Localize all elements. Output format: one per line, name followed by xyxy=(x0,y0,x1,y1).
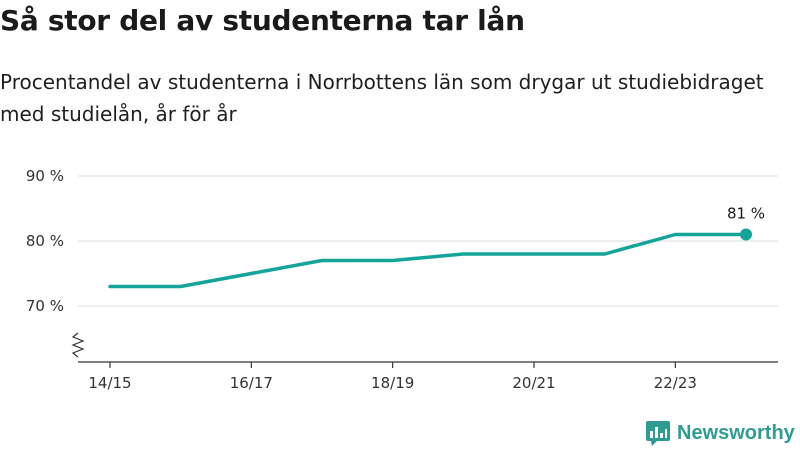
series-line xyxy=(108,232,748,289)
x-tick-label: 22/23 xyxy=(654,374,697,392)
x-tick-label: 20/21 xyxy=(512,374,555,392)
x-tick-label: 18/19 xyxy=(371,374,414,392)
y-tick-label: 70 % xyxy=(26,297,64,315)
x-tick-label: 16/17 xyxy=(230,374,273,392)
axis-break-icon xyxy=(71,332,85,358)
last-value-label: 81 % xyxy=(727,205,765,223)
x-tick-label: 14/15 xyxy=(88,374,131,392)
y-tick-label: 90 % xyxy=(26,167,64,185)
newsworthy-logo-icon xyxy=(646,421,670,446)
chart-subtitle: Procentandel av studenterna i Norrbotten… xyxy=(0,70,764,126)
y-tick-label: 80 % xyxy=(26,232,64,250)
last-data-point xyxy=(740,228,752,241)
chart-title: Så stor del av studenterna tar lån xyxy=(0,4,525,37)
brand-logo: Newsworthy xyxy=(645,420,795,446)
brand-name: Newsworthy xyxy=(677,421,795,444)
